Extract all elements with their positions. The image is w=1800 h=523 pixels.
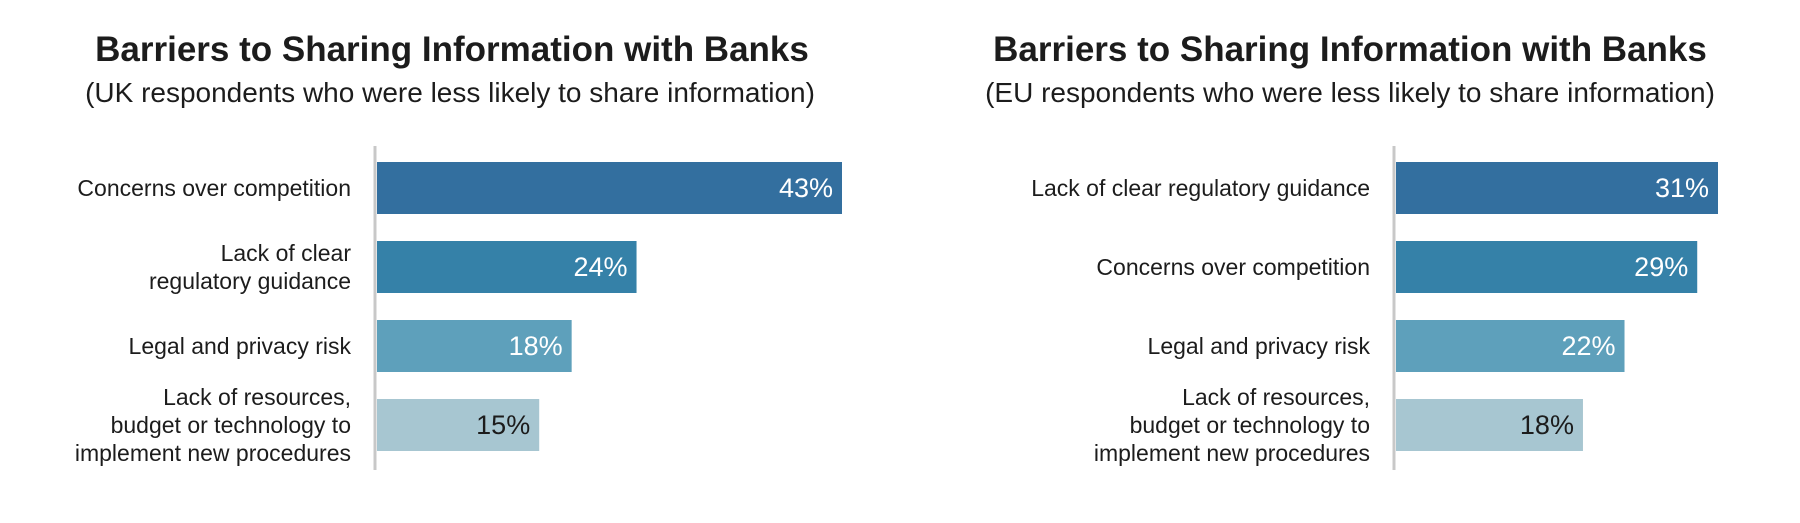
eu-bar-chart: 31% Lack of clear regulatory guidance 29% C… (1031, 146, 1718, 470)
eu-chart-panel: Barriers to Sharing Information with Ban… (900, 0, 1800, 523)
bar (1396, 162, 1718, 214)
bar-value-label: 22% (1561, 331, 1615, 361)
category-label: Lack of clear regulatory guidance (1031, 175, 1370, 201)
chart-title: Barriers to Sharing Information with Ban… (95, 30, 809, 69)
category-label: Legal and privacy risk (129, 333, 352, 359)
bar (377, 399, 540, 451)
category-label: Lack of resources, budget or technology t… (1094, 384, 1370, 466)
bar-value-label: 18% (1520, 410, 1574, 440)
uk-chart-panel: Barriers to Sharing Information with Ban… (75, 30, 842, 470)
category-label: Lack of resources, budget or technology t… (75, 384, 351, 466)
bar (1396, 241, 1698, 293)
bar (377, 162, 842, 214)
category-label: Lack of clear regulatory guidance (149, 240, 351, 294)
chart-subtitle: (EU respondents who were less likely to … (985, 77, 1715, 108)
bar (377, 320, 572, 372)
category-label: Concerns over competition (77, 175, 351, 201)
bar-value-label: 15% (476, 410, 530, 440)
chart-subtitle: (UK respondents who were less likely to … (85, 77, 815, 108)
bar (377, 241, 637, 293)
bar-value-label: 24% (573, 252, 627, 282)
bar (1396, 399, 1583, 451)
category-label: Legal and privacy risk (1148, 333, 1371, 359)
bar-value-label: 29% (1634, 252, 1688, 282)
bar-value-label: 18% (509, 331, 563, 361)
bar (1396, 320, 1625, 372)
bar-value-label: 31% (1655, 173, 1709, 203)
chart-title: Barriers to Sharing Information with Ban… (993, 30, 1707, 69)
category-label: Concerns over competition (1096, 254, 1370, 280)
uk-bar-chart: 43% Concerns over competition 24% Lack of c… (75, 146, 842, 470)
bar-value-label: 43% (779, 173, 833, 203)
